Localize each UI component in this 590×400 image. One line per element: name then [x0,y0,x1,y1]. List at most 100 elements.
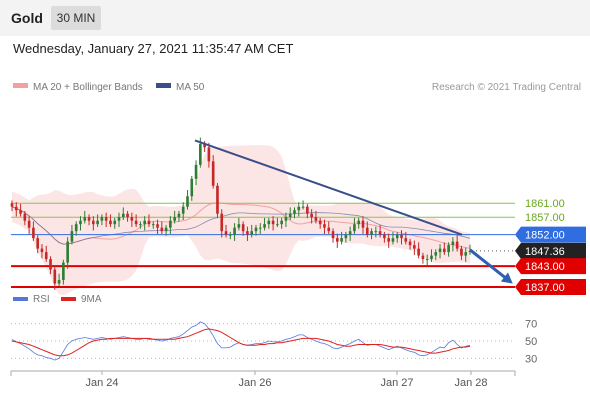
candle-body [335,238,339,242]
candle-body [139,224,142,226]
candle-body [288,213,292,218]
chart-datetime: Wednesday, January 27, 2021 11:35:47 AM … [13,41,294,56]
candle-body [228,234,232,236]
candle-body [130,217,134,221]
symbol-title: Gold [11,10,43,26]
candle-body [301,206,305,208]
candle-body [117,217,121,221]
candle-body [79,220,82,225]
ma50-legend-swatch [156,83,171,88]
x-tick-label: Jan 24 [85,377,118,389]
candle-body [460,248,463,256]
candle-body [44,252,48,260]
timeframe-button[interactable]: 30 MIN [51,6,101,30]
candle-body [233,227,236,235]
candle-body [297,206,301,211]
candle-body [177,213,181,218]
ma50-line [11,206,471,245]
candle-body [19,210,22,214]
level-tag [515,226,586,243]
candle-body [164,227,168,232]
candle-body [237,224,241,228]
candle-body [353,224,356,232]
rsi-legend-label: RSI [33,294,50,305]
candle-body [70,231,74,242]
rsi-tick-label: 50 [525,336,537,348]
candle-body [14,206,18,211]
candle-body [224,231,228,235]
candle-body [126,213,129,218]
rsi-tick-label: 30 [525,353,537,365]
candle-body [378,231,382,235]
candle-body [425,259,429,261]
candle-body [276,224,279,226]
candle-body [430,255,433,260]
rsi-legend-swatch [13,297,28,301]
candle-body [340,238,343,242]
candle-body [23,213,27,221]
candle-body [447,245,450,253]
candle-body [413,245,416,249]
top-bar: Gold 30 MIN [0,0,590,36]
candle-body [83,217,87,221]
candle-body [323,224,326,228]
copyright-text: Research © 2021 Trading Central [432,82,581,93]
candle-body [40,248,44,253]
candle-body [100,217,104,221]
candle-body [246,231,249,235]
candle-body [143,220,147,225]
candle-body [53,269,57,284]
candle-body [314,217,318,221]
rsi-ma-legend-swatch [61,297,76,301]
rsi-ma-legend-label: 9MA [81,294,102,305]
candle-body [194,164,198,179]
candle-body [186,196,189,207]
level-label: 1857.00 [525,212,565,224]
candle-body [199,143,202,165]
level-label: 1843.00 [525,261,565,273]
candle-body [293,210,296,214]
level-tag [515,242,586,259]
candle-body [10,203,14,207]
rsi-series-line-rsi [11,321,471,361]
candle-body [327,227,331,232]
candle-body [32,227,35,239]
candle-body [361,220,365,228]
level-label: 1861.00 [525,198,565,210]
bollinger-legend-swatch [13,83,28,88]
candle-body [258,227,262,229]
x-axis: Jan 24 Jan 26 Jan 27 Jan 28 [85,371,488,389]
candle-body [203,143,206,148]
candle-body [331,231,335,239]
candle-body [160,227,164,232]
price-panel: 1861.00 1857.00 1852.00 1847.36 1843.00 1837.… [10,137,586,296]
candle-body [421,255,425,260]
candle-body [443,248,446,253]
candle-body [357,220,361,225]
x-tick-label: Jan 28 [454,377,487,389]
candle-body [306,206,309,214]
candle-body [92,220,95,225]
forecast-arrow-shaft [469,248,509,281]
candle-body [395,234,399,239]
level-label: 1852.00 [525,230,565,242]
candle-body [455,241,459,249]
candle-body [387,238,390,242]
ma50-legend-label: MA 50 [176,82,205,93]
candle-body [408,241,412,246]
bollinger-band [12,145,470,296]
candle-body [404,238,408,242]
candle-body [464,252,468,256]
level-tag [515,279,586,296]
candle-body [211,161,215,186]
rsi-panel: 70 50 30 [11,319,537,365]
candle-body [151,224,155,226]
candle-body [391,238,395,242]
bollinger-legend-label: MA 20 + Bollinger Bands [33,82,143,93]
candle-body [280,220,283,225]
candle-body [417,248,420,256]
x-tick-label: Jan 27 [380,377,413,389]
candle-body [220,213,224,232]
candle-body [438,248,442,253]
